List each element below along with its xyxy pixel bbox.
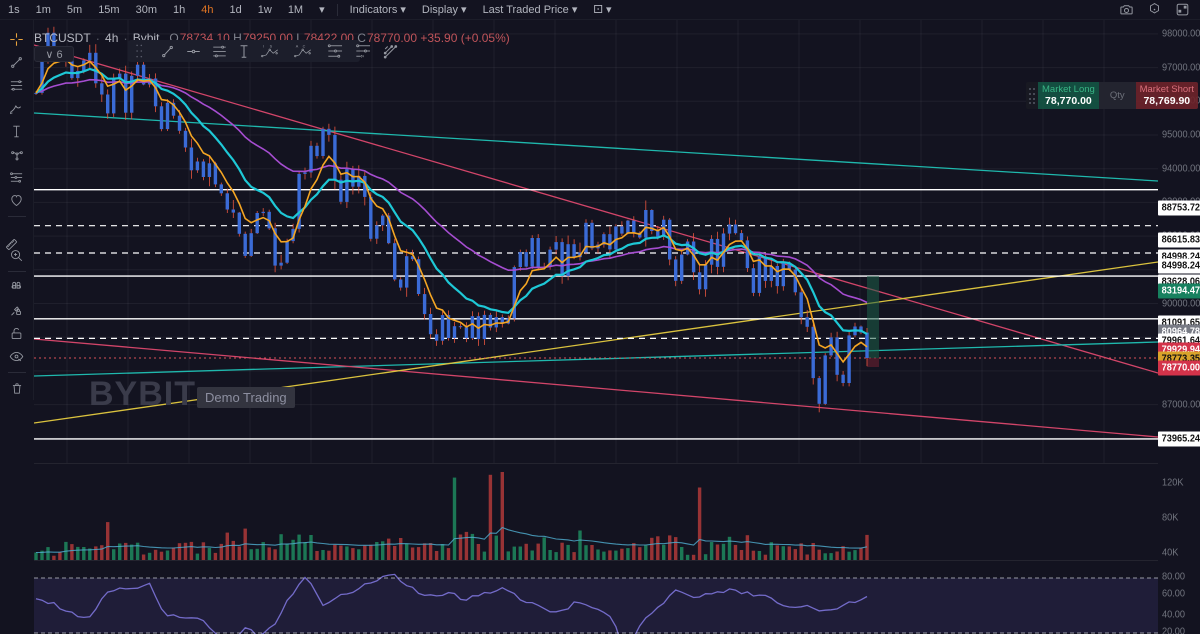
svg-text:I: I <box>263 44 264 48</box>
svg-text:S: S <box>270 44 273 48</box>
svg-text:A: A <box>296 44 299 48</box>
svg-text:C: C <box>303 44 306 48</box>
